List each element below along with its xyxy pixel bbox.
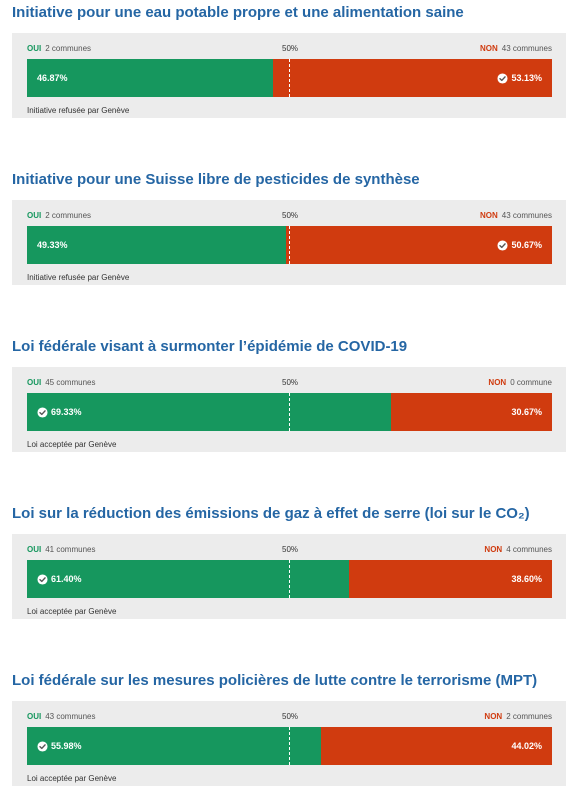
fifty-percent-label: 50% <box>281 211 299 220</box>
yes-percentage: 61.40% <box>37 560 82 598</box>
result-bar: 61.40% 38.60% <box>27 560 552 598</box>
yes-communes: 2 communes <box>45 211 92 220</box>
fifty-percent-line <box>289 393 290 431</box>
result-note: Initiative refusée par Genève <box>27 106 130 115</box>
yes-bar-segment <box>27 560 349 598</box>
no-percentage-value: 50.67% <box>511 240 542 250</box>
check-circle-icon <box>37 406 48 418</box>
no-header: NON 4 communes <box>484 545 552 554</box>
no-label: NON <box>484 545 503 554</box>
yes-header: OUI 2 communes <box>27 211 91 220</box>
no-percentage: 53.13% <box>497 59 542 97</box>
yes-header: OUI 45 communes <box>27 378 95 387</box>
result-note: Loi acceptée par Genève <box>27 440 117 449</box>
yes-percentage-value: 49.33% <box>37 240 68 250</box>
result-bar: 69.33% 30.67% <box>27 393 552 431</box>
no-header: NON 43 communes <box>480 44 552 53</box>
no-percentage: 30.67% <box>511 393 542 431</box>
check-circle-icon <box>37 573 48 585</box>
result-panel: OUI 2 communes 50% NON 43 communes 49.33% 50.6… <box>12 200 566 285</box>
no-label: NON <box>479 211 498 220</box>
result-note: Loi acceptée par Genève <box>27 607 117 616</box>
fifty-percent-line <box>289 59 290 97</box>
no-percentage: 38.60% <box>511 560 542 598</box>
yes-label: OUI <box>27 545 42 554</box>
yes-label: OUI <box>27 211 42 220</box>
yes-bar-segment <box>27 226 286 264</box>
no-communes: 43 communes <box>501 211 552 220</box>
vote-title: Loi fédérale sur les mesures policières … <box>12 672 538 689</box>
no-percentage-value: 44.02% <box>511 741 542 751</box>
fifty-percent-label: 50% <box>281 44 299 53</box>
check-circle-icon <box>37 740 48 752</box>
no-communes: 43 communes <box>501 44 552 53</box>
no-bar-segment <box>321 727 552 765</box>
result-panel: OUI 45 communes 50% NON 0 commune 69.33% 30.67… <box>12 367 566 452</box>
no-header: NON 43 communes <box>480 211 552 220</box>
yes-label: OUI <box>27 44 42 53</box>
yes-percentage-value: 46.87% <box>37 73 68 83</box>
yes-bar-segment <box>27 393 391 431</box>
no-communes: 4 communes <box>506 545 552 554</box>
yes-percentage: 49.33% <box>37 226 68 264</box>
yes-label: OUI <box>27 378 42 387</box>
vote-title: Loi fédérale visant à surmonter l’épidém… <box>12 338 408 355</box>
fifty-percent-label: 50% <box>281 712 299 721</box>
vote-title: Initiative pour une Suisse libre de pest… <box>12 171 420 188</box>
result-panel: OUI 41 communes 50% NON 4 communes 61.40% 38.6… <box>12 534 566 619</box>
no-label: NON <box>479 44 498 53</box>
no-percentage-value: 53.13% <box>511 73 542 83</box>
result-panel: OUI 43 communes 50% NON 2 communes 55.98% 44.0… <box>12 701 566 786</box>
no-percentage: 44.02% <box>511 727 542 765</box>
check-circle-icon <box>497 72 509 84</box>
no-bar-segment <box>349 560 552 598</box>
vote-title: Loi sur la réduction des émissions de ga… <box>12 505 530 522</box>
result-note: Loi acceptée par Genève <box>27 774 117 783</box>
no-communes: 2 communes <box>506 712 552 721</box>
no-label: NON <box>488 378 507 387</box>
no-bar-segment <box>391 393 552 431</box>
yes-percentage: 46.87% <box>37 59 68 97</box>
fifty-percent-label: 50% <box>281 378 299 387</box>
fifty-percent-line <box>289 560 290 598</box>
no-communes: 0 commune <box>510 378 552 387</box>
vote-title: Initiative pour une eau potable propre e… <box>12 4 464 21</box>
yes-bar-segment <box>27 727 321 765</box>
no-header: NON 2 communes <box>484 712 552 721</box>
no-percentage-value: 38.60% <box>511 574 542 584</box>
yes-percentage-value: 61.40% <box>51 574 82 584</box>
fifty-percent-line <box>289 727 290 765</box>
result-bar: 46.87% 53.13% <box>27 59 552 97</box>
result-panel: OUI 2 communes 50% NON 43 communes 46.87% 53.1… <box>12 33 566 118</box>
result-bar: 49.33% 50.67% <box>27 226 552 264</box>
no-percentage-value: 30.67% <box>511 407 542 417</box>
yes-header: OUI 2 communes <box>27 44 91 53</box>
yes-percentage-value: 55.98% <box>51 741 82 751</box>
no-label: NON <box>484 712 503 721</box>
yes-label: OUI <box>27 712 42 721</box>
result-bar: 55.98% 44.02% <box>27 727 552 765</box>
yes-header: OUI 41 communes <box>27 545 95 554</box>
fifty-percent-label: 50% <box>281 545 299 554</box>
yes-bar-segment <box>27 59 273 97</box>
yes-communes: 45 communes <box>45 378 96 387</box>
yes-communes: 41 communes <box>45 545 96 554</box>
yes-percentage: 55.98% <box>37 727 82 765</box>
no-percentage: 50.67% <box>497 226 542 264</box>
yes-percentage-value: 69.33% <box>51 407 82 417</box>
yes-communes: 2 communes <box>45 44 92 53</box>
fifty-percent-line <box>289 226 290 264</box>
yes-percentage: 69.33% <box>37 393 82 431</box>
no-header: NON 0 commune <box>488 378 552 387</box>
yes-header: OUI 43 communes <box>27 712 95 721</box>
yes-communes: 43 communes <box>45 712 96 721</box>
result-note: Initiative refusée par Genève <box>27 273 130 282</box>
check-circle-icon <box>497 239 509 251</box>
